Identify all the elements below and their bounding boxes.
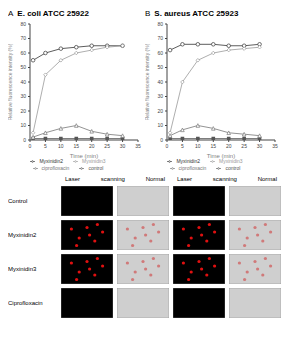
html-text:Myxinidin2: Myxinidin2 [8,232,37,238]
svg-text:30: 30 [120,143,126,149]
svg-text:0: 0 [160,137,163,143]
svg-text:10: 10 [157,122,163,128]
svg-text:30: 30 [157,93,163,99]
svg-text:20: 20 [157,108,163,114]
svg-text:30: 30 [20,93,26,99]
html-text:Control: Control [8,198,28,204]
svg-text:15: 15 [74,143,80,149]
html-text:ciprofloxacin: ciprofloxacin [178,165,207,171]
html-text:B S. aureus ATCC 25923: B S. aureus ATCC 25923 [145,9,239,18]
svg-text:60: 60 [157,50,163,56]
svg-text:70: 70 [20,35,26,41]
svg-text:60: 60 [20,50,26,56]
svg-text:30: 30 [257,143,263,149]
svg-text:35: 35 [272,143,278,149]
html-text:scanning: scanning [100,176,125,182]
svg-text:0: 0 [29,143,32,149]
svg-text:35: 35 [135,143,141,149]
svg-text:Relative fluorescence intensit: Relative fluorescence intensity (%) [8,43,13,120]
svg-text:15: 15 [211,143,217,149]
svg-text:0: 0 [166,143,169,149]
svg-text:5: 5 [44,143,47,149]
html-text:Myxinidin2: Myxinidin2 [39,158,63,164]
svg-text:10: 10 [58,143,64,149]
html-text:A E. coli ATCC 25922: A E. coli ATCC 25922 [8,9,89,18]
html-text:Normal: Normal [257,176,277,182]
svg-text:80: 80 [20,21,26,27]
html-text:Myxinidin3: Myxinidin3 [8,266,37,272]
svg-text:25: 25 [241,143,247,149]
svg-text:5: 5 [181,143,184,149]
svg-text:20: 20 [226,143,232,149]
html-text:Myxinidin3: Myxinidin3 [219,158,243,164]
html-text:ciprofloxacin: ciprofloxacin [41,165,70,171]
svg-text:10: 10 [195,143,201,149]
svg-text:0: 0 [23,137,26,143]
svg-text:50: 50 [20,64,26,70]
svg-text:Relative fluorescence intensit: Relative fluorescence intensity (%) [145,43,150,120]
html-text:Laser: Laser [177,176,192,182]
svg-text:25: 25 [104,143,110,149]
svg-text:Time (min): Time (min) [207,153,235,159]
svg-text:40: 40 [20,79,26,85]
html-text:scanning: scanning [212,176,237,182]
html-text:Normal: Normal [145,176,165,182]
html-text:Laser: Laser [65,176,80,182]
svg-text:80: 80 [157,21,163,27]
html-text:Ciprofloxacin: Ciprofloxacin [8,300,43,306]
svg-text:50: 50 [157,64,163,70]
svg-text:70: 70 [157,35,163,41]
svg-text:Time (min): Time (min) [70,153,98,159]
html-text:control: control [88,165,104,171]
html-text:control: control [225,165,241,171]
html-text:Myxinidin3: Myxinidin3 [82,158,106,164]
svg-text:40: 40 [157,79,163,85]
svg-text:20: 20 [20,108,26,114]
html-text:Myxinidin2: Myxinidin2 [176,158,200,164]
svg-text:20: 20 [89,143,95,149]
svg-text:10: 10 [20,122,26,128]
